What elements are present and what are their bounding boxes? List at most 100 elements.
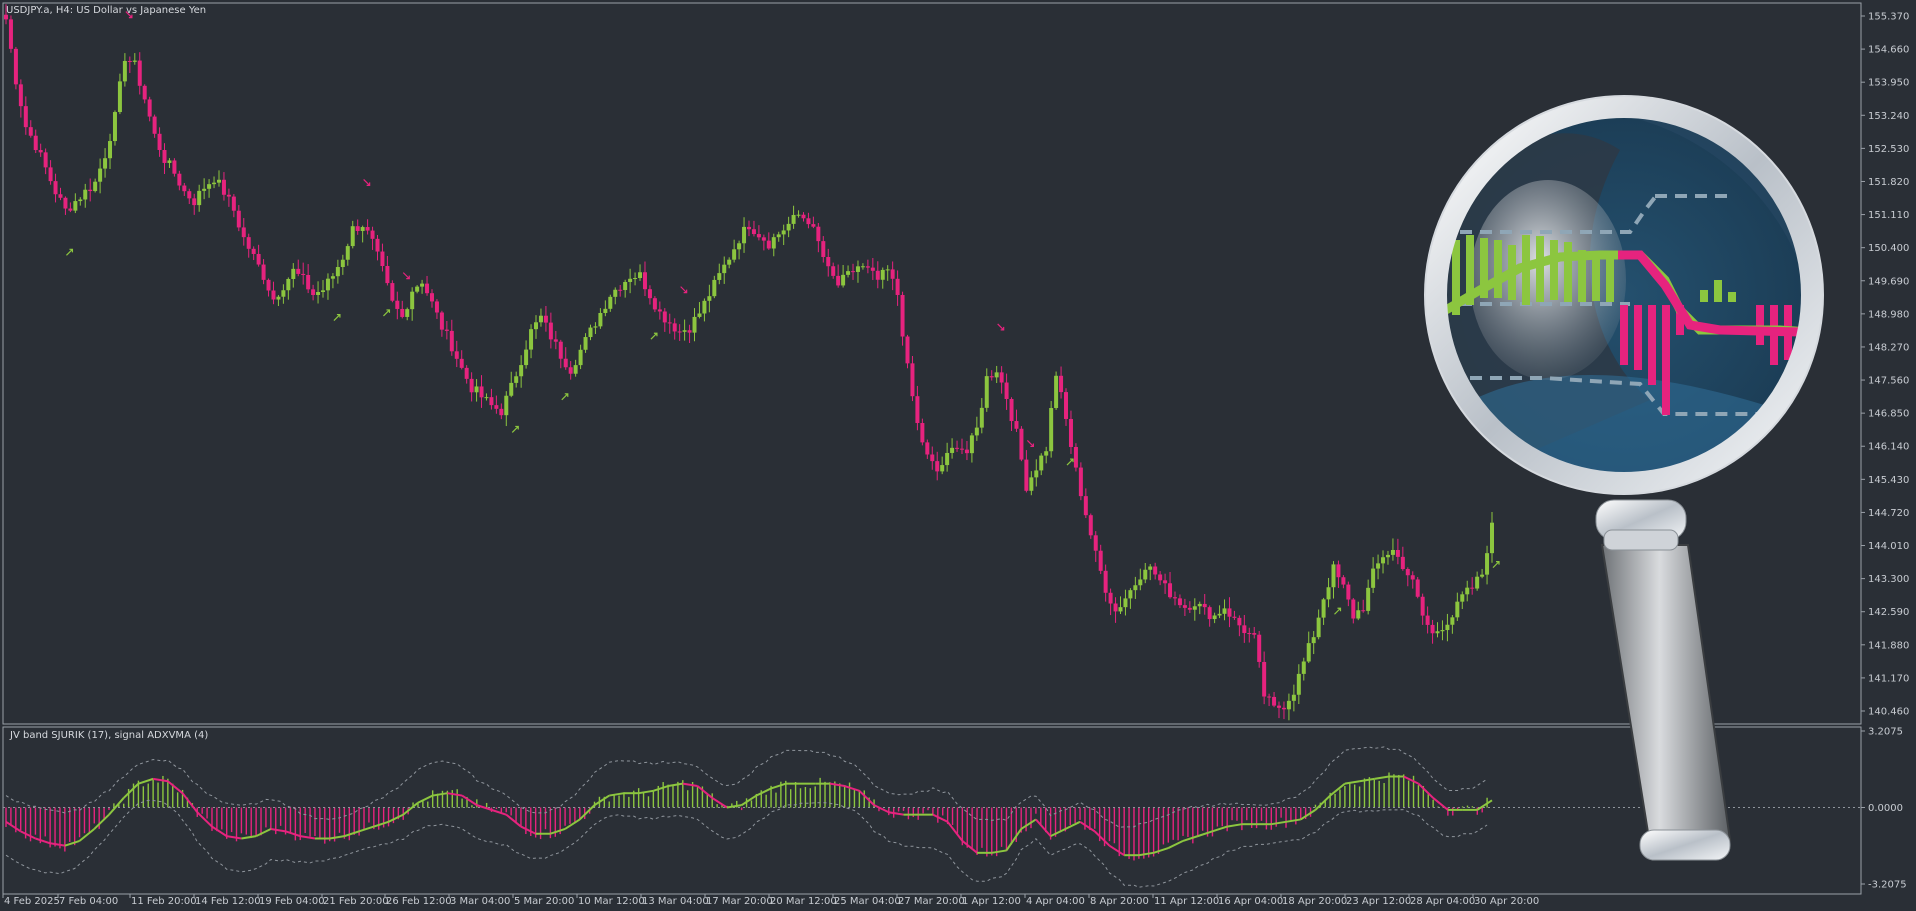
candle [969,432,974,463]
candle [766,232,771,250]
candle [1014,409,1019,432]
candle [157,127,162,157]
candle [1381,550,1386,574]
signal-line-segment [858,790,875,806]
candle [103,148,108,178]
candle [756,225,761,241]
signal-line-segment [653,785,669,792]
candle [1460,591,1465,610]
candle [256,244,261,267]
candle [286,277,291,300]
candle [172,158,177,177]
candle [405,307,410,321]
candle [202,178,207,200]
candle [642,261,647,297]
candle [558,339,563,369]
candle [1009,397,1014,431]
candle [1296,664,1301,705]
candle [553,330,558,350]
candle [231,194,236,218]
candle [281,284,286,304]
signal-line-segment [609,792,625,797]
candle [137,52,142,95]
candle [801,212,806,222]
candle [1078,462,1083,501]
candle [1148,564,1153,581]
candle [890,261,895,291]
candle [751,220,756,237]
candle [469,372,474,402]
oscillator-tick-label: 0.0000 [1868,803,1903,814]
candle [1485,545,1490,585]
indicator-panel-frame [2,726,1862,895]
candle [1093,531,1098,562]
candle [1138,568,1143,591]
signal-line-segment [417,794,434,804]
candle [83,183,88,208]
price-tick-label: 146.140 [1868,442,1909,453]
candle [1182,598,1187,616]
candle [1083,488,1088,519]
candle [1103,564,1108,602]
signal-line-segment [667,782,683,788]
candle [246,233,251,258]
candle [1475,571,1480,591]
candle [330,273,335,289]
candle [28,120,33,138]
price-tick-label: 150.400 [1868,243,1909,254]
candle [1158,571,1163,586]
candle [439,310,444,337]
signal-line-segment [961,840,978,854]
candle [1351,597,1356,624]
sell-arrow [680,286,688,294]
candle [93,178,98,193]
candle [786,216,791,238]
candle [1257,630,1262,668]
time-tick-label: 4 Feb 2025 [4,896,60,907]
candle [78,197,83,206]
candle [1371,557,1376,594]
signal-line-segment [1079,820,1096,833]
signal-line-segment [1432,797,1449,811]
candle [301,262,306,285]
candle [514,371,519,388]
candle [1272,691,1277,708]
candle [771,233,776,257]
signal-line-segment [461,794,478,806]
signal-line-segment [1329,782,1346,797]
candle [494,395,499,414]
candle [964,441,969,461]
candle [855,260,860,283]
candle [197,184,202,212]
candle [276,295,281,307]
candle [568,361,573,380]
signal-line-segment [285,830,301,838]
buy-arrow [66,248,74,256]
candle [360,225,365,243]
signal-line-segment [755,787,772,797]
candle [836,264,841,288]
candle [1400,546,1405,571]
candle [910,356,915,402]
signal-line-segment [373,820,389,828]
candle [603,300,608,317]
time-tick-label: 25 Mar 04:00 [834,896,901,907]
candle [1212,612,1217,624]
candle [1267,693,1272,707]
signal-line-segment [520,825,537,835]
signal-line-segment [108,797,125,816]
candle [1262,651,1267,705]
signal-line-segment [93,813,110,830]
price-tick-label: 155.370 [1868,12,1909,23]
signal-line-segment [1403,775,1419,785]
candle [18,79,23,118]
signal-line-segment [1300,809,1316,821]
candle [68,202,73,213]
candle [1068,410,1073,454]
signal-line-segment [1094,830,1111,847]
candle [935,451,940,481]
signal-arrows [66,11,1500,615]
candle [1395,538,1400,565]
candle [1192,598,1197,621]
candle [1277,701,1282,719]
